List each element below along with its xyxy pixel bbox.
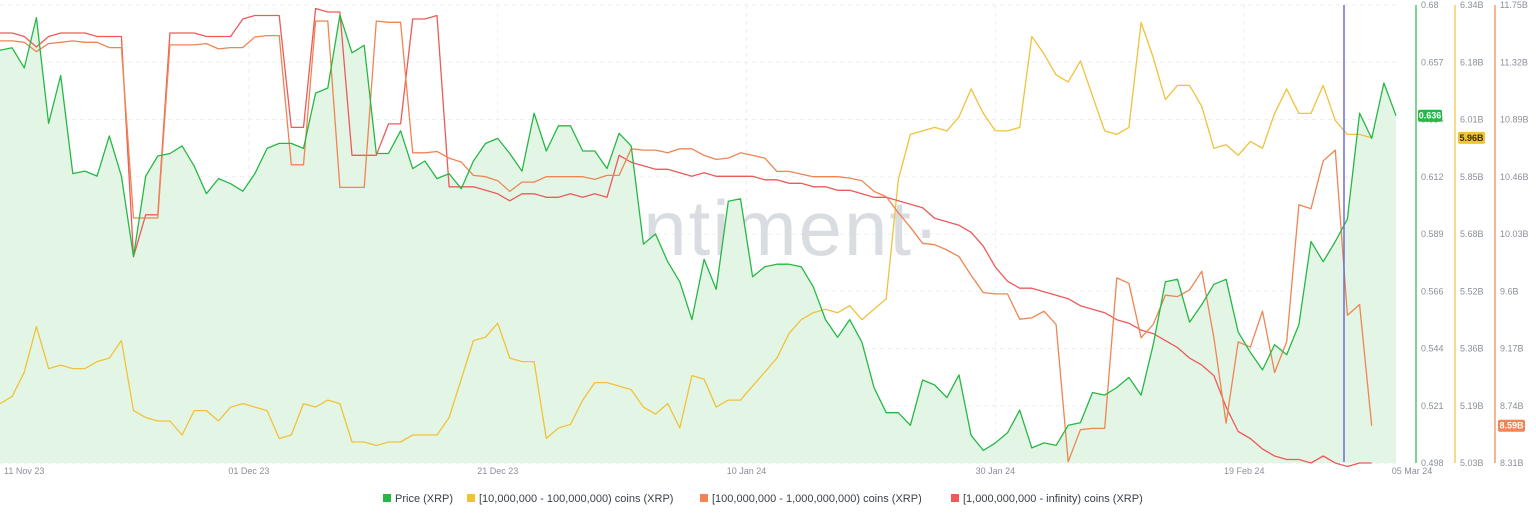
- current-value-badge-text: 8.59B: [1499, 421, 1524, 431]
- legend-item-label: [1,000,000,000 - infinity) coins (XRP): [963, 493, 1143, 505]
- legend-swatch: [467, 494, 475, 502]
- y-tick-label: 5.85B: [1460, 172, 1484, 182]
- y-tick-label: 0.589: [1421, 229, 1444, 239]
- x-tick-label: 10 Jan 24: [727, 466, 767, 476]
- legend-item-label: [100,000,000 - 1,000,000,000) coins (XRP…: [712, 493, 922, 505]
- y-tick-label: 10.03B: [1500, 229, 1529, 239]
- y-tick-label: 11.32B: [1500, 57, 1528, 67]
- current-value-badge: [1498, 419, 1525, 432]
- y-tick-label: 11.75B: [1500, 0, 1528, 10]
- x-tick-label: 01 Dec 23: [228, 466, 269, 476]
- series-line-10-000-000-100-000-000-coins-xrp: [0, 21, 1372, 447]
- y-tick-label: 0.544: [1421, 344, 1444, 354]
- legend-swatch: [951, 494, 959, 502]
- y-tick-label: 8.74B: [1500, 401, 1524, 411]
- current-value-badge: [1458, 131, 1485, 144]
- y-tick-label: 10.46B: [1500, 172, 1529, 182]
- y-tick-label: 6.18B: [1460, 57, 1484, 67]
- series-line-1-000-000-000-infinity-coins-xrp: [0, 7, 1372, 468]
- current-value-badge-text: 5.96B: [1459, 133, 1484, 143]
- y-tick-label: 0.657: [1421, 57, 1444, 67]
- current-value-badge-text: 0.636: [1419, 111, 1442, 121]
- y-tick-label: 0.566: [1421, 286, 1444, 296]
- y-tick-label: 9.17B: [1500, 344, 1524, 354]
- y-tick-label: 0.68: [1421, 0, 1439, 10]
- legend-item-label: [10,000,000 - 100,000,000) coins (XRP): [479, 493, 673, 505]
- y-tick-label: 0.521: [1421, 401, 1444, 411]
- x-tick-label: 30 Jan 24: [976, 466, 1016, 476]
- series-lines: [0, 7, 1397, 468]
- legend: Price (XRP) [10,000,000 - 100,000,000) co…: [383, 493, 1143, 505]
- y-tick-label: 5.03B: [1460, 458, 1484, 468]
- series-line-100-000-000-1-000-000-000-coins-xrp: [0, 20, 1373, 463]
- legend-swatch: [383, 494, 391, 502]
- price-axis: 0.680.6570.6340.6120.5890.5660.5440.5210…: [1415, 0, 1444, 468]
- y-tick-label: 0.498: [1421, 458, 1444, 468]
- y-tick-label: 9.6B: [1500, 286, 1519, 296]
- axis-10m-coins: 6.34B 6.18B 6.01B 5.85B 5.68B 5.52B 5.36B 5.19B…: [1454, 0, 1485, 468]
- x-axis: 11 Nov 23 01 Dec 23 21 Dec 23 10 Jan 24 30 J…: [4, 466, 1432, 476]
- current-value-badge: [1418, 109, 1442, 122]
- series-line-price-xrp: [0, 14, 1397, 452]
- axis-100m-coins: 11.75B 11.32B 10.89B 10.46B 10.03B 9.6B 9.17B 8…: [1494, 0, 1529, 468]
- y-tick-label: 5.19B: [1460, 401, 1484, 411]
- y-tick-label: 5.52B: [1460, 286, 1484, 296]
- y-tick-label: 10.89B: [1500, 115, 1529, 125]
- y-tick-label: 0.612: [1421, 172, 1444, 182]
- legend-item-label: Price (XRP): [395, 493, 453, 505]
- y-tick-label: 8.31B: [1500, 458, 1524, 468]
- x-tick-label: 19 Feb 24: [1224, 466, 1265, 476]
- y-tick-label: 5.68B: [1460, 229, 1484, 239]
- y-tick-label: 6.01B: [1460, 115, 1484, 125]
- x-tick-label: 21 Dec 23: [477, 466, 518, 476]
- y-tick-label: 6.34B: [1460, 0, 1484, 10]
- x-tick-label: 11 Nov 23: [4, 466, 44, 476]
- legend-swatch: [700, 494, 708, 502]
- y-tick-label: 5.36B: [1460, 344, 1484, 354]
- x-tick-label: 05 Mar 24: [1392, 466, 1433, 476]
